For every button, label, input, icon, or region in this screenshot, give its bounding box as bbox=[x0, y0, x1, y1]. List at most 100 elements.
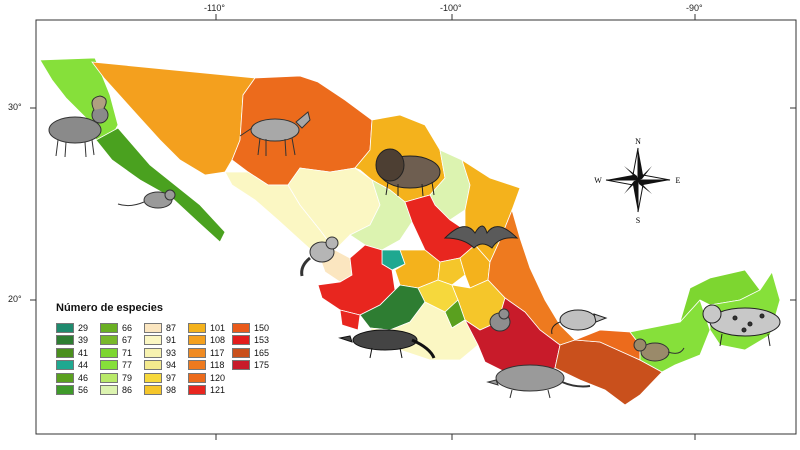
legend-item: 44 bbox=[56, 360, 100, 371]
legend-value: 56 bbox=[78, 385, 89, 395]
legend-item: 87 bbox=[144, 322, 188, 333]
legend-item: 98 bbox=[144, 385, 188, 396]
compass-rose-icon: N S E W bbox=[594, 137, 680, 225]
legend-swatch bbox=[144, 385, 162, 395]
anteater-icon bbox=[338, 329, 436, 359]
legend-value: 175 bbox=[254, 360, 270, 370]
legend-value: 91 bbox=[166, 335, 177, 345]
kangaroo-rat-icon bbox=[117, 189, 176, 209]
monkey-icon bbox=[633, 338, 685, 362]
legend-value: 39 bbox=[78, 335, 89, 345]
bat-icon bbox=[443, 225, 519, 249]
legend-item: 29 bbox=[56, 322, 100, 333]
legend-swatch bbox=[100, 335, 118, 345]
legend-swatch bbox=[232, 360, 250, 370]
legend-item: 67 bbox=[100, 335, 144, 346]
coyote-icon bbox=[239, 111, 311, 157]
legend-value: 108 bbox=[210, 335, 226, 345]
opossum-icon bbox=[551, 309, 608, 335]
armadillo-icon bbox=[486, 364, 591, 399]
legend-item: 150 bbox=[232, 322, 276, 333]
legend-value: 44 bbox=[78, 360, 89, 370]
legend-value: 117 bbox=[210, 347, 225, 358]
compass-e: E bbox=[676, 176, 681, 185]
legend-item: 120 bbox=[188, 372, 232, 383]
bison-icon bbox=[375, 148, 441, 197]
legend-swatch bbox=[188, 347, 206, 358]
rabbit-icon bbox=[489, 308, 511, 332]
legend-item: 91 bbox=[144, 335, 188, 346]
legend-item: 121 bbox=[188, 385, 232, 396]
legend-value: 118 bbox=[210, 360, 225, 370]
legend-swatch bbox=[232, 347, 250, 358]
legend-swatch bbox=[188, 372, 206, 383]
ringtail-icon bbox=[300, 236, 339, 277]
legend-swatch bbox=[100, 385, 118, 395]
legend-item: 79 bbox=[100, 372, 144, 383]
legend-item: 108 bbox=[188, 335, 232, 346]
legend-item: 118 bbox=[188, 360, 232, 371]
legend-swatch bbox=[188, 322, 206, 333]
legend-item: 97 bbox=[144, 372, 188, 383]
legend-item: 153 bbox=[232, 335, 276, 346]
legend-swatch bbox=[144, 372, 162, 383]
legend-value: 29 bbox=[78, 322, 89, 333]
legend-swatch bbox=[144, 335, 162, 345]
compass-w: W bbox=[594, 176, 602, 185]
legend-item: 56 bbox=[56, 385, 100, 396]
mexico-map bbox=[39, 57, 781, 406]
legend-item: 66 bbox=[100, 322, 144, 333]
legend-item: 93 bbox=[144, 347, 188, 358]
legend-value: 94 bbox=[166, 360, 177, 370]
legend-value: 79 bbox=[122, 372, 133, 383]
legend-value: 153 bbox=[254, 335, 270, 345]
legend-value: 121 bbox=[210, 385, 226, 395]
legend-value: 46 bbox=[78, 372, 89, 383]
legend-swatch bbox=[56, 322, 74, 333]
legend-item: 117 bbox=[188, 347, 232, 358]
legend-item: 86 bbox=[100, 385, 144, 396]
state-jalisco bbox=[317, 244, 396, 316]
legend-swatch bbox=[100, 372, 118, 383]
legend-value: 101 bbox=[210, 322, 226, 333]
legend-value: 86 bbox=[122, 385, 133, 395]
legend-swatch bbox=[100, 322, 118, 333]
legend-swatch bbox=[56, 335, 74, 345]
state-colima bbox=[339, 309, 361, 331]
tick-top-110: -110° bbox=[204, 3, 225, 13]
legend-item: 77 bbox=[100, 360, 144, 371]
legend-item: 165 bbox=[232, 347, 276, 358]
legend-value: 41 bbox=[78, 347, 89, 358]
compass-n: N bbox=[635, 137, 641, 146]
legend-value: 97 bbox=[166, 372, 177, 383]
legend-item: 175 bbox=[232, 360, 276, 371]
legend-value: 150 bbox=[254, 322, 270, 333]
legend-item: 39 bbox=[56, 335, 100, 346]
legend-item: 94 bbox=[144, 360, 188, 371]
legend-value: 165 bbox=[254, 347, 270, 358]
legend-item: 101 bbox=[188, 322, 232, 333]
legend-value: 120 bbox=[210, 372, 226, 383]
legend-swatch bbox=[100, 347, 118, 358]
legend: Número de especies 29 39 41 44 46 56 66 67 71 77 7… bbox=[52, 300, 297, 400]
legend-value: 93 bbox=[166, 347, 177, 358]
legend-swatch bbox=[232, 322, 250, 333]
tick-left-30: 30° bbox=[8, 102, 22, 112]
legend-swatch bbox=[56, 385, 74, 395]
legend-swatch bbox=[144, 360, 162, 370]
legend-swatch bbox=[144, 347, 162, 358]
legend-value: 71 bbox=[122, 347, 133, 358]
legend-item: 46 bbox=[56, 372, 100, 383]
legend-swatch bbox=[144, 322, 162, 333]
legend-swatch bbox=[188, 385, 206, 395]
tick-left-20: 20° bbox=[8, 294, 22, 304]
legend-value: 98 bbox=[166, 385, 177, 395]
legend-swatch bbox=[100, 360, 118, 370]
legend-swatch bbox=[56, 360, 74, 370]
compass-s: S bbox=[636, 216, 640, 225]
jaguar-icon bbox=[702, 304, 781, 347]
legend-swatch bbox=[232, 335, 250, 345]
legend-swatch bbox=[56, 372, 74, 383]
bighorn-sheep-icon bbox=[48, 95, 109, 158]
